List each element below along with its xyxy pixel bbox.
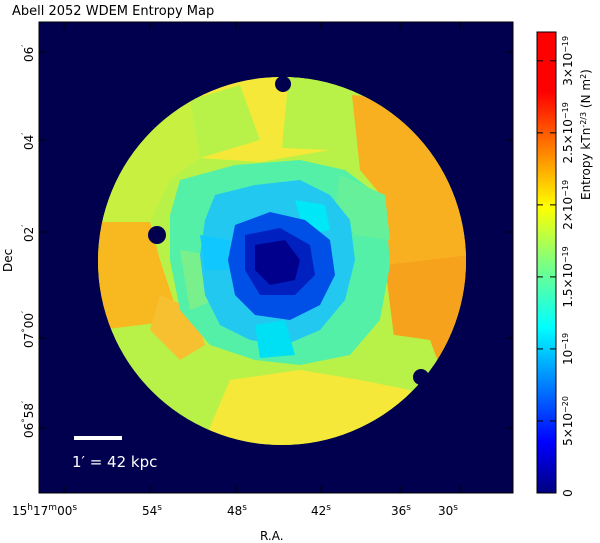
colorbar-tick-label: 2×10−19 — [561, 180, 575, 230]
colorbar-gradient — [536, 31, 557, 494]
region-inner-cyan-w — [200, 235, 230, 270]
colorbar-tick-label: 5×10−20 — [561, 396, 575, 446]
x-tick-labels: 15h17m00s 54s 48s 42s 36s 30s — [12, 503, 458, 518]
x-axis-label: R.A. — [260, 529, 284, 543]
y-tick-labels: 06′ 04′ 02′ 07°00′ 06°58′ — [21, 45, 36, 438]
x-tick-label: 48s — [227, 503, 247, 518]
y-tick-label: 06′ — [21, 45, 36, 62]
y-tick-label: 07°00′ — [21, 311, 36, 348]
x-tick-label: 15h17m00s — [12, 503, 77, 518]
figure-title: Abell 2052 WDEM Entropy Map — [12, 4, 214, 19]
colorbar-tick-label: 1.5×10−19 — [561, 246, 575, 307]
colorbar-tick-labels: 0 5×10−20 10−19 1.5×10−19 2×10−19 2.5×10−19 3×… — [561, 36, 575, 497]
region-inner-cyan-s — [255, 320, 295, 358]
colorbar-tick-label: 3×10−19 — [561, 36, 575, 86]
region-outer-north-mid — [190, 85, 260, 158]
x-tick-label: 36s — [391, 503, 411, 518]
x-tick-label: 42s — [311, 503, 331, 518]
colorbar-tick-label: 0 — [561, 489, 575, 497]
scale-bar-label: 1′ = 42 kpc — [72, 453, 157, 471]
masked-source-west — [148, 226, 166, 244]
y-tick-label: 02′ — [21, 225, 36, 242]
y-axis-label: Dec — [1, 249, 15, 272]
y-tick-label: 06°58′ — [21, 401, 36, 438]
image-frame — [38, 21, 514, 494]
x-tick-label: 54s — [142, 503, 162, 518]
scale-bar — [74, 436, 122, 440]
colorbar-tick-label: 2.5×10−19 — [561, 102, 575, 163]
region-outer-west — [98, 220, 180, 330]
x-tick-label: 30s — [438, 503, 458, 518]
masked-source-north — [275, 76, 291, 92]
y-tick-label: 04′ — [21, 133, 36, 150]
colorbar-ticks — [537, 60, 556, 494]
colorbar-label: Entropy kTn-2/3 (N m2) — [579, 69, 593, 200]
colorbar-tick-label: 10−19 — [561, 333, 575, 365]
entropy-image: 1′ = 42 kpc — [38, 21, 514, 494]
masked-source-east — [413, 369, 429, 385]
colorbar: 0 5×10−20 10−19 1.5×10−19 2×10−19 2.5×10−19 3×… — [536, 31, 593, 497]
region-deep-core — [255, 240, 300, 285]
image-ticks — [39, 22, 513, 493]
